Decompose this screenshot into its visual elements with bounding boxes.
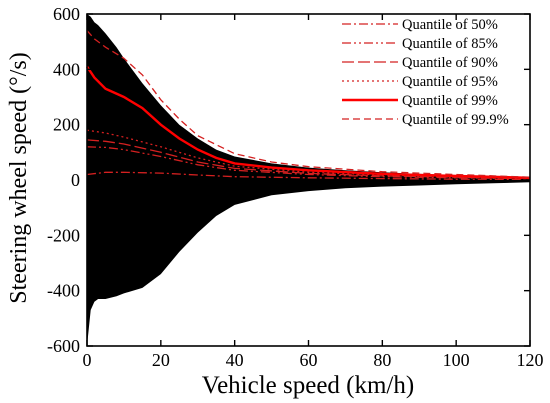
quantile-line-1: [86, 146, 531, 180]
legend-label-4: Quantile of 99%: [402, 93, 498, 109]
quantile-line-5: [86, 30, 531, 178]
legend: Quantile of 50% Quantile of 85% Quantile o…: [342, 17, 509, 128]
y-tick-label: 200: [53, 115, 80, 135]
x-tick-label: 80: [373, 350, 391, 370]
y-tick-label: 600: [53, 4, 80, 24]
y-tick-label: -600: [47, 336, 80, 356]
scatter-cloud: [87, 14, 530, 346]
y-tick-label: -200: [47, 225, 80, 245]
x-tick-label: 120: [517, 350, 544, 370]
x-tick-label: 0: [83, 350, 92, 370]
legend-label-2: Quantile of 90%: [402, 55, 498, 71]
axes: 0 20 40 60 80 100 120 -600 -400 -200 0 200 400 600: [47, 4, 544, 370]
legend-label-1: Quantile of 85%: [402, 36, 498, 52]
quantile-line-2: [86, 139, 531, 179]
legend-label-5: Quantile of 99.9%: [402, 112, 509, 128]
y-tick-label: -400: [47, 281, 80, 301]
x-tick-label: 60: [300, 350, 318, 370]
y-tick-label: 400: [53, 59, 80, 79]
x-tick-label: 100: [443, 350, 470, 370]
y-tick-label: 0: [71, 170, 80, 190]
scatter-region: [87, 14, 530, 346]
quantile-lines: [86, 30, 531, 181]
x-tick-label: 20: [152, 350, 170, 370]
legend-label-0: Quantile of 50%: [402, 17, 498, 33]
quantile-line-4: [86, 65, 531, 179]
y-axis-label: Steering wheel speed (°/s): [6, 52, 32, 304]
x-axis-label: Vehicle speed (km/h): [202, 372, 414, 399]
x-tick-label: 40: [226, 350, 244, 370]
legend-label-3: Quantile of 95%: [402, 74, 498, 90]
